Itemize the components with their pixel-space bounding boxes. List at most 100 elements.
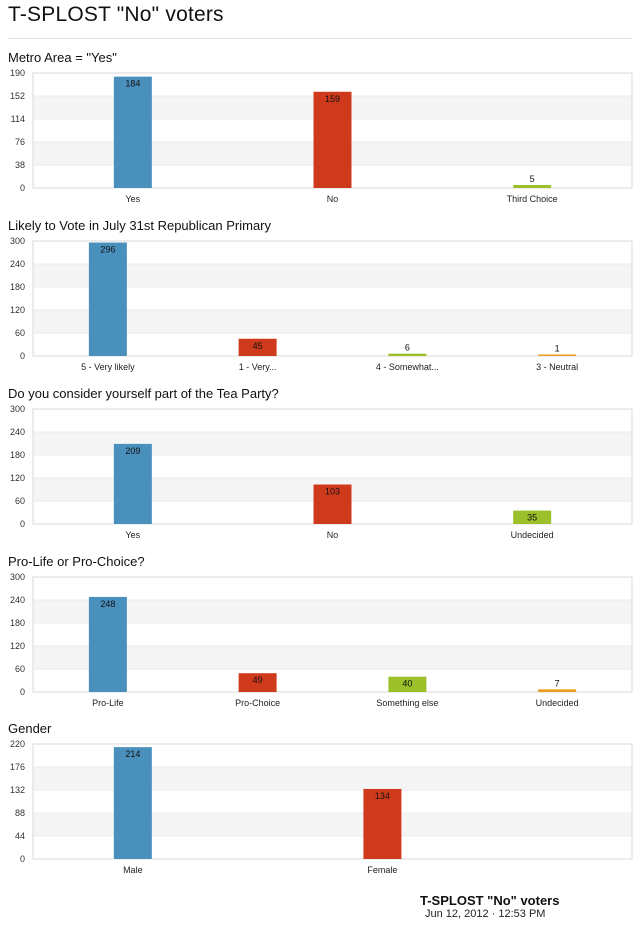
- bar: [313, 484, 352, 524]
- x-tick-label: 5 - Very likely: [81, 362, 135, 372]
- bar-value-label: 159: [325, 94, 340, 104]
- bar: [538, 689, 577, 692]
- chart-plot: 0 60 120 180 240 300 209 Yes 103 No 35 Undecided: [10, 404, 633, 540]
- y-tick-label: 176: [10, 762, 25, 772]
- chart-title: Metro Area = "Yes": [8, 50, 117, 65]
- bar-value-label: 103: [325, 487, 340, 497]
- y-tick-label: 180: [10, 450, 25, 460]
- bar: [538, 354, 577, 356]
- bar-value-label: 49: [253, 675, 263, 685]
- y-tick-label: 180: [10, 282, 25, 292]
- grid-band: [33, 310, 632, 333]
- chart-title: Gender: [8, 721, 52, 736]
- x-tick-label: 1 - Very...: [239, 362, 277, 372]
- bar: [88, 596, 127, 692]
- bar-value-label: 7: [555, 678, 560, 688]
- x-tick-label: Undecided: [511, 530, 554, 540]
- y-tick-label: 132: [10, 785, 25, 795]
- bar: [113, 747, 152, 859]
- y-tick-label: 220: [10, 739, 25, 749]
- chart-title: Likely to Vote in July 31st Republican P…: [8, 218, 272, 233]
- plot-frame: [32, 743, 633, 860]
- chart-plot: 0 44 88 132 176 220 214 Male 134 Female: [10, 739, 633, 875]
- bar: [113, 76, 152, 188]
- chart-plot: 0 60 120 180 240 300 248 Pro-Life 49 Pro-Choice 40…: [10, 572, 633, 708]
- chart-plot: 0 38 76 114 152 190 184 Yes 159 No 5 Third Choice: [10, 68, 633, 204]
- y-tick-label: 60: [15, 664, 25, 674]
- y-tick-label: 0: [20, 183, 25, 193]
- bar-value-label: 6: [405, 343, 410, 353]
- grid-band: [33, 767, 632, 790]
- x-tick-label: Male: [123, 865, 143, 875]
- x-tick-label: 4 - Somewhat...: [376, 362, 439, 372]
- y-tick-label: 240: [10, 259, 25, 269]
- y-tick-label: 240: [10, 595, 25, 605]
- y-tick-label: 60: [15, 328, 25, 338]
- x-tick-label: No: [327, 194, 339, 204]
- bar-value-label: 296: [100, 245, 115, 255]
- bar-value-label: 1: [555, 344, 560, 354]
- bar: [513, 510, 552, 524]
- y-tick-label: 300: [10, 236, 25, 246]
- plot-frame: [32, 240, 633, 357]
- x-tick-label: Undecided: [536, 698, 579, 708]
- footer-timestamp: Jun 12, 2012 · 12:53 PM: [425, 908, 546, 920]
- y-tick-label: 240: [10, 427, 25, 437]
- y-tick-label: 38: [15, 160, 25, 170]
- bar-value-label: 184: [125, 79, 140, 89]
- x-tick-label: Yes: [125, 530, 140, 540]
- x-tick-label: Pro-Choice: [235, 698, 280, 708]
- x-tick-label: Female: [367, 865, 397, 875]
- x-tick-label: Something else: [376, 698, 438, 708]
- bar: [388, 353, 427, 356]
- chart-title: Do you consider yourself part of the Tea…: [8, 386, 279, 401]
- bar-value-label: 248: [100, 599, 115, 609]
- y-tick-label: 0: [20, 351, 25, 361]
- y-tick-label: 120: [10, 473, 25, 483]
- footer-title: T-SPLOST "No" voters: [420, 893, 560, 908]
- bar: [513, 184, 552, 188]
- bar-value-label: 209: [125, 446, 140, 456]
- grid-band: [33, 264, 632, 287]
- y-tick-label: 120: [10, 305, 25, 315]
- bar: [113, 443, 152, 524]
- bar: [88, 242, 127, 356]
- y-tick-label: 0: [20, 519, 25, 529]
- x-tick-label: Yes: [125, 194, 140, 204]
- bar: [313, 91, 352, 188]
- x-tick-label: 3 - Neutral: [536, 362, 578, 372]
- y-tick-label: 0: [20, 854, 25, 864]
- chart-plot: 0 60 120 180 240 300 296 5 - Very likely 45 1 - V…: [10, 236, 633, 372]
- bar: [388, 676, 427, 692]
- title-divider: [8, 38, 632, 39]
- y-tick-label: 76: [15, 137, 25, 147]
- y-tick-label: 300: [10, 404, 25, 414]
- grid-band: [33, 646, 632, 669]
- page-title: T-SPLOST "No" voters: [8, 3, 224, 26]
- y-tick-label: 152: [10, 91, 25, 101]
- bar-value-label: 45: [253, 341, 263, 351]
- bar-value-label: 5: [530, 174, 535, 184]
- bar: [363, 788, 402, 859]
- x-tick-label: No: [327, 530, 339, 540]
- bar-value-label: 40: [402, 679, 412, 689]
- y-tick-label: 120: [10, 641, 25, 651]
- chart-title: Pro-Life or Pro-Choice?: [8, 554, 145, 569]
- x-tick-label: Pro-Life: [92, 698, 124, 708]
- y-tick-label: 0: [20, 687, 25, 697]
- y-tick-label: 114: [11, 114, 25, 124]
- bar: [238, 338, 277, 356]
- plot-frame: [32, 576, 633, 693]
- bar-value-label: 214: [125, 749, 140, 759]
- y-tick-label: 88: [15, 808, 25, 818]
- y-tick-label: 44: [15, 831, 25, 841]
- bar-value-label: 134: [375, 791, 390, 801]
- y-tick-label: 300: [10, 572, 25, 582]
- y-tick-label: 180: [10, 618, 25, 628]
- bar-value-label: 35: [527, 513, 537, 523]
- x-tick-label: Third Choice: [507, 194, 558, 204]
- y-tick-label: 190: [10, 68, 25, 78]
- y-tick-label: 60: [15, 496, 25, 506]
- grid-band: [33, 600, 632, 623]
- grid-band: [33, 432, 632, 455]
